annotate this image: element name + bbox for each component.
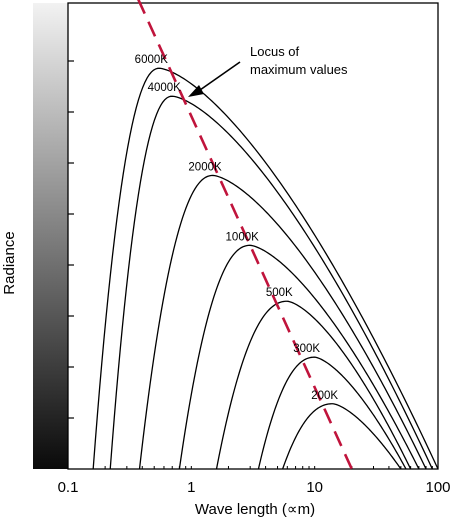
annotation-line-2: maximum values (250, 62, 348, 77)
x-tick-label: 10 (306, 479, 323, 496)
locus-line (137, 0, 353, 470)
x-tick-label: 1 (187, 479, 195, 496)
curve-2000K (138, 174, 427, 470)
curve-label-4000K: 4000K (148, 82, 182, 94)
curve-label-300K: 300K (293, 343, 320, 355)
curve-500K (215, 300, 412, 470)
x-tick-label: 100 (425, 479, 450, 496)
annotation-arrowhead (188, 85, 204, 97)
radiance-gradient-bar (33, 3, 68, 469)
curve-1000K (178, 244, 420, 470)
annotation-arrow (199, 61, 241, 91)
curve-label-1000K: 1000K (226, 231, 260, 243)
curve-labels: 6000K 4000K 2000K 1000K 500K 300K 200K (135, 54, 339, 402)
curve-label-2000K: 2000K (188, 161, 222, 173)
curve-label-500K: 500K (266, 287, 293, 299)
y-axis-label: Radiance (1, 231, 18, 294)
curve-200K (282, 403, 402, 470)
curve-label-200K: 200K (311, 390, 338, 402)
curves (92, 67, 439, 470)
curve-6000K (92, 67, 439, 470)
x-axis-label: Wave length (∝m) (195, 501, 315, 518)
curve-label-6000K: 6000K (135, 54, 169, 66)
x-tick-labels: 0.1 1 10 100 (58, 479, 450, 496)
x-tick-label: 0.1 (58, 479, 79, 496)
plot-frame (67, 2, 439, 470)
annotation: Locus of maximum values (188, 44, 348, 97)
curve-300K (257, 356, 407, 470)
annotation-line-1: Locus of (250, 44, 300, 59)
curve-4000K (109, 95, 433, 470)
y-axis-ticks (68, 60, 74, 419)
